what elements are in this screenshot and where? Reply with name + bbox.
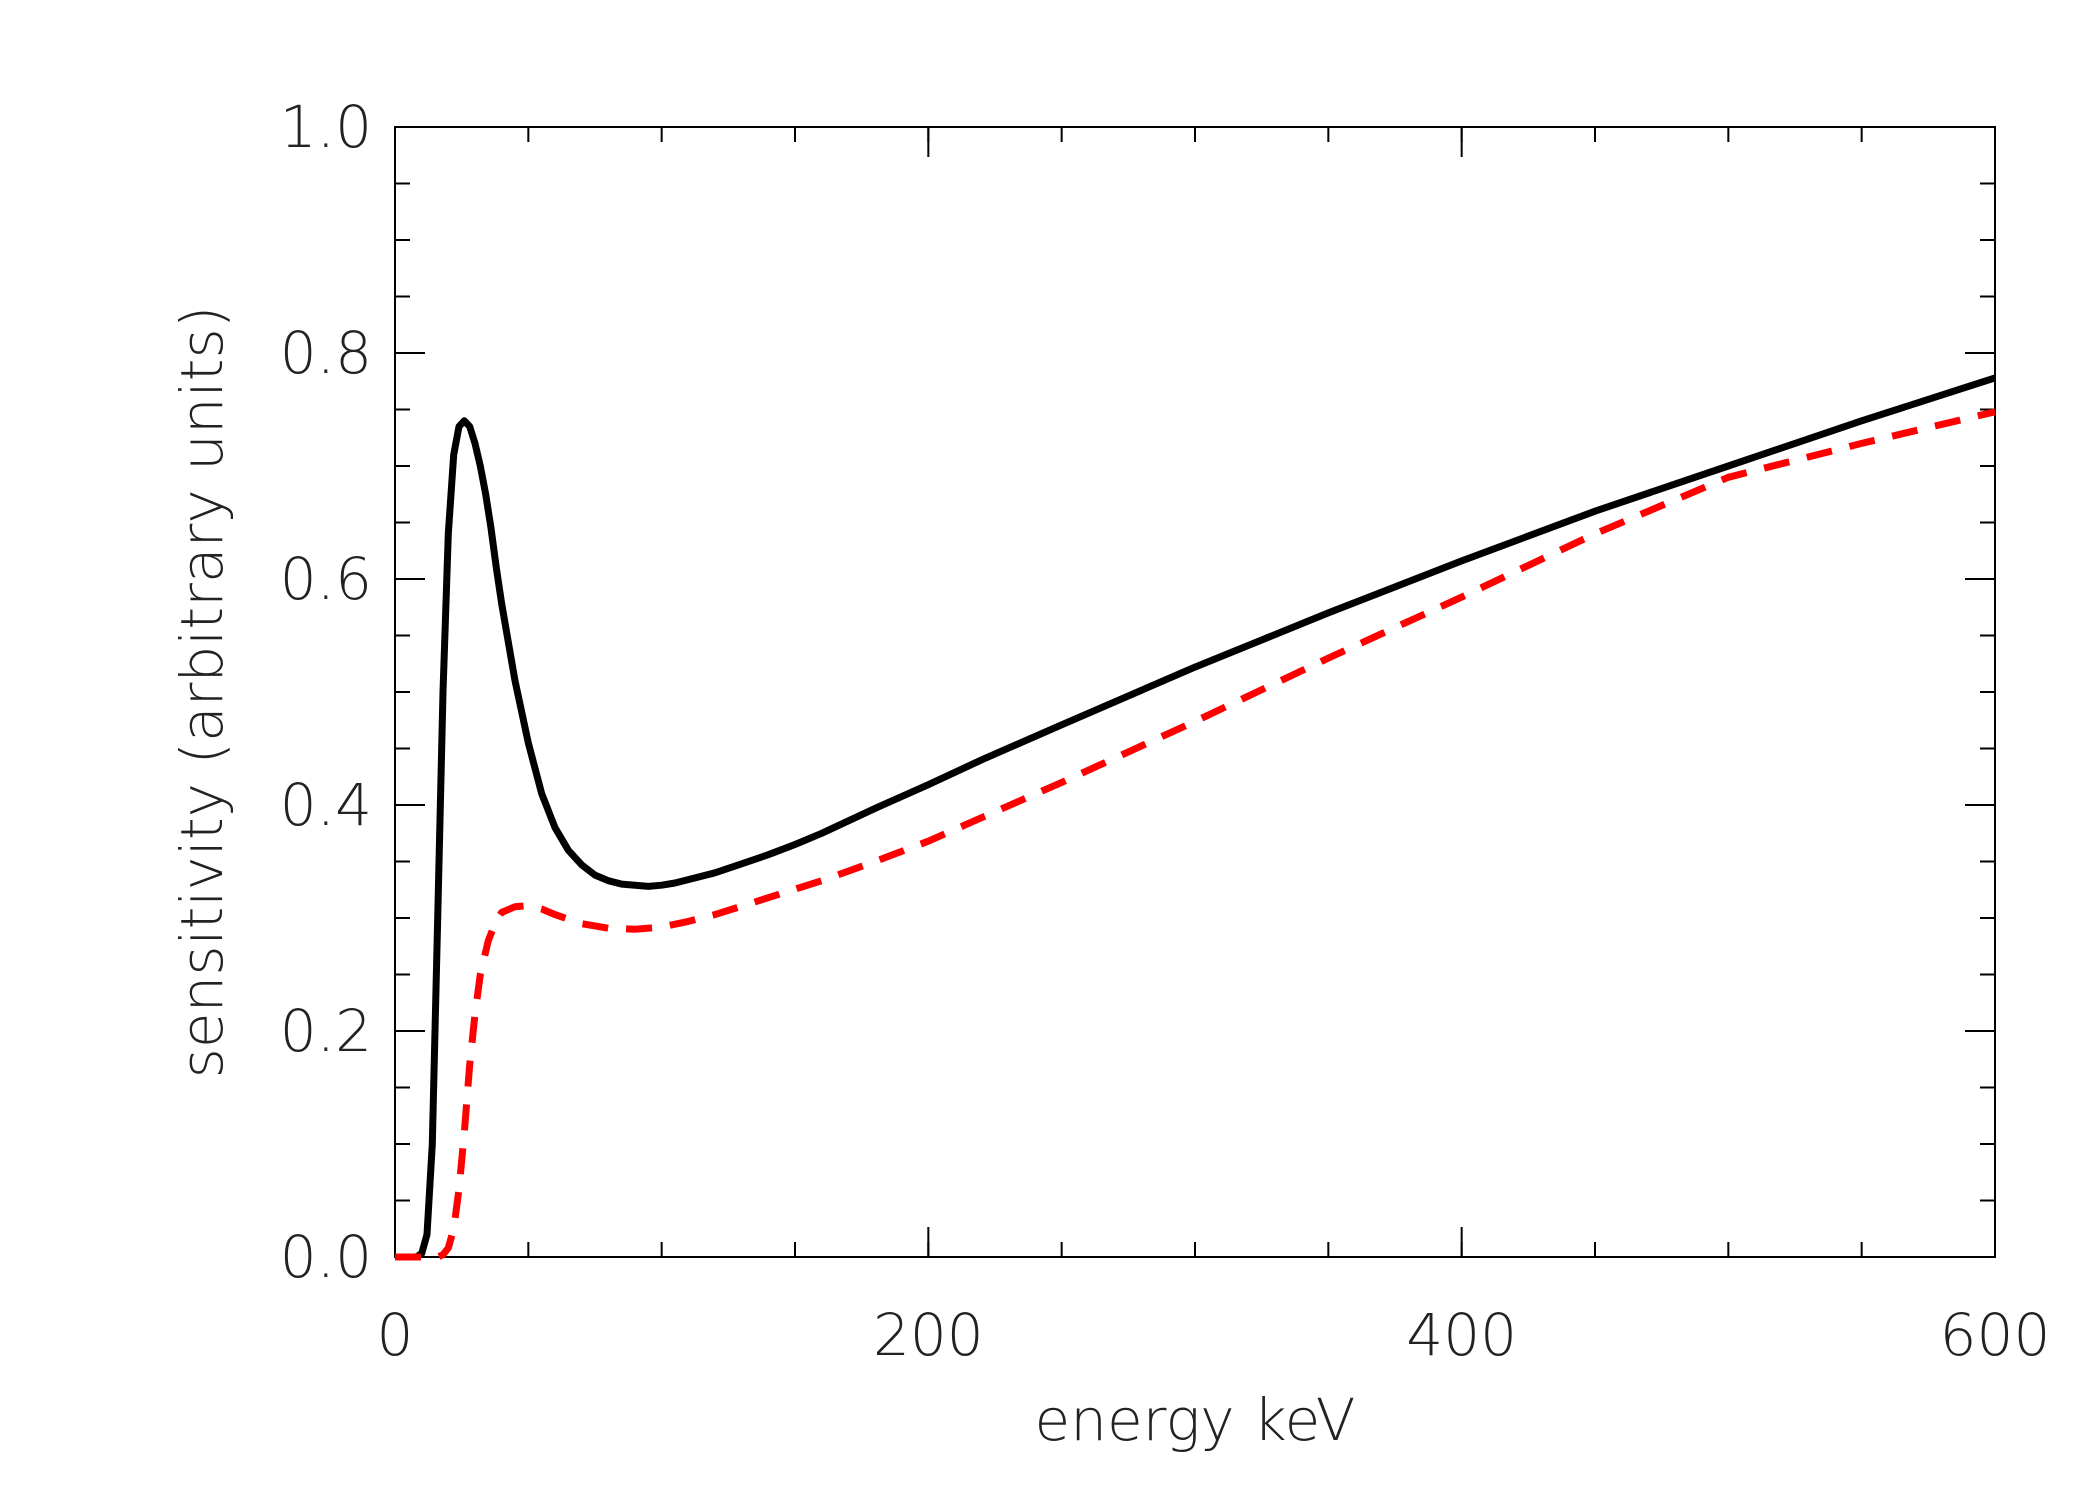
series-line-solid bbox=[395, 374, 1997, 1261]
x-axis-label: energy keV bbox=[1035, 1386, 1356, 1454]
y-tick-label: 0.6 bbox=[280, 545, 372, 613]
minor-ticks bbox=[394, 126, 1996, 1258]
y-tick-label: 0.2 bbox=[280, 997, 372, 1065]
y-tick-label: 0.4 bbox=[280, 771, 372, 839]
y-tick-labels: 0.0 0.2 0.4 0.6 0.8 1.0 bbox=[280, 93, 372, 1291]
x-tick-labels: 0 200 400 600 bbox=[377, 1301, 2051, 1369]
series-layer bbox=[395, 374, 1997, 1261]
y-tick-label: 0.0 bbox=[280, 1223, 372, 1291]
major-ticks bbox=[394, 126, 1996, 1258]
x-tick-label: 600 bbox=[1940, 1301, 2051, 1369]
y-tick-label: 1.0 bbox=[280, 93, 372, 161]
y-tick-label: 0.8 bbox=[280, 319, 372, 387]
y-axis-label: sensitivity (arbitrary units) bbox=[168, 306, 236, 1079]
x-tick-label: 0 bbox=[377, 1301, 414, 1369]
plot-frame bbox=[394, 126, 1996, 1258]
x-tick-label: 200 bbox=[873, 1301, 984, 1369]
x-tick-label: 400 bbox=[1406, 1301, 1517, 1369]
series-line-dashed bbox=[395, 408, 1996, 1261]
